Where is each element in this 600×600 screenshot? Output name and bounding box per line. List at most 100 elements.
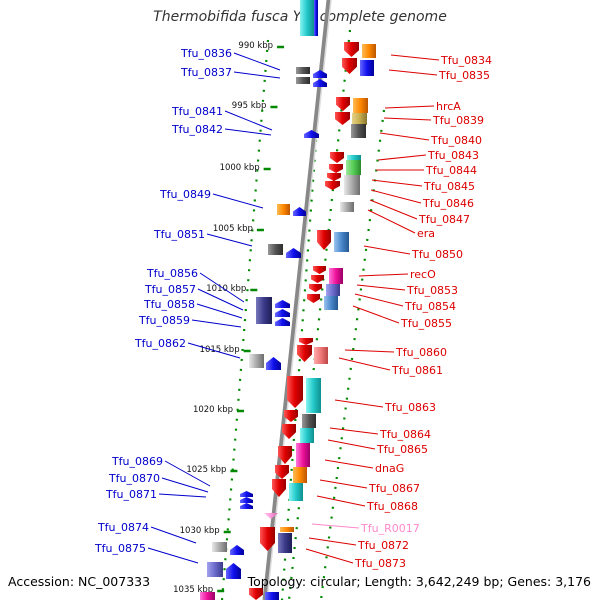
gene-label-tfu-0855: Tfu_0855 xyxy=(400,317,452,330)
gene-bar xyxy=(306,378,321,413)
gene-bar xyxy=(344,175,360,195)
kbp-tick-label: 1035 kbp xyxy=(173,585,213,595)
gene-label-tfu-0849: Tfu_0849 xyxy=(159,188,211,201)
gene-label-tfu-0846: Tfu_0846 xyxy=(422,197,474,210)
forward-gene-arrow xyxy=(272,479,286,497)
gene-label-tfu-0873: Tfu_0873 xyxy=(354,557,406,570)
label-leader-line xyxy=(327,439,376,450)
gene-label-tfu-0834: Tfu_0834 xyxy=(440,54,492,67)
forward-gene-arrow xyxy=(309,284,322,292)
gene-label-tfu-0844: Tfu_0844 xyxy=(425,164,477,177)
kbp-tick-label: 990 kbp xyxy=(238,41,273,51)
reverse-gene-arrow xyxy=(240,497,253,503)
gene-label-tfu-0841: Tfu_0841 xyxy=(171,105,223,118)
gene-bar xyxy=(302,414,316,428)
forward-gene-arrow xyxy=(329,164,343,173)
kbp-tick-label: 1000 kbp xyxy=(220,163,260,173)
reverse-gene-arrow xyxy=(275,309,290,317)
label-leader-line xyxy=(224,128,272,136)
label-leader-line xyxy=(191,319,242,328)
gene-label-tfu-0870: Tfu_0870 xyxy=(108,472,160,485)
forward-gene-arrow xyxy=(336,97,350,111)
reverse-gene-labels: Tfu_0836 Tfu_0837 Tfu_0841 Tfu_0842 Tfu_0849… xyxy=(94,47,281,564)
gene-bar xyxy=(296,77,310,84)
label-leader-line xyxy=(319,479,368,489)
label-leader-line xyxy=(377,154,427,161)
kbp-tick-label: 1025 kbp xyxy=(186,465,226,475)
forward-gene-arrow xyxy=(327,173,341,181)
gene-label-tfu-0842: Tfu_0842 xyxy=(171,123,223,136)
gene-bar xyxy=(296,67,310,74)
gene-bar xyxy=(352,113,367,125)
gene-bar xyxy=(362,44,376,58)
forward-gene-arrow xyxy=(325,181,340,190)
label-leader-line xyxy=(308,537,357,546)
kbp-tick-label: 1030 kbp xyxy=(180,526,220,536)
gene-bar xyxy=(212,542,227,552)
forward-gene-arrow xyxy=(317,230,331,250)
kbp-tick-label: 1010 kbp xyxy=(206,284,246,294)
reverse-gene-arrow xyxy=(304,130,319,138)
gene-label-tfu-0863: Tfu_0863 xyxy=(384,401,436,414)
reverse-gene-arrow xyxy=(226,563,241,579)
label-leader-line xyxy=(224,110,273,131)
gene-label-tfu-0869: Tfu_0869 xyxy=(111,455,163,468)
forward-gene-arrow xyxy=(284,410,298,422)
gene-bar xyxy=(324,296,338,310)
label-leader-line xyxy=(161,477,209,493)
gene-label-tfu-0856: Tfu_0856 xyxy=(146,267,198,280)
label-leader-line xyxy=(197,288,244,311)
gene-bar xyxy=(347,155,361,160)
gene-label-reco: recO xyxy=(410,268,436,281)
label-leader-line xyxy=(196,303,243,319)
gene-label-tfu-0840: Tfu_0840 xyxy=(430,134,482,147)
forward-gene-arrow xyxy=(311,275,324,283)
topology-label: Topology: circular; Length: 3,642,249 bp… xyxy=(247,574,591,589)
reverse-gene-arrow xyxy=(275,318,290,326)
label-leader-line xyxy=(212,193,264,209)
label-leader-line xyxy=(367,209,416,234)
gene-label-tfu-0851: Tfu_0851 xyxy=(153,228,205,241)
gene-label-tfu-0865: Tfu_0865 xyxy=(376,443,428,456)
reverse-gene-arrow xyxy=(230,545,244,555)
gene-bar xyxy=(314,0,318,36)
label-leader-line xyxy=(233,71,281,79)
gene-bar xyxy=(340,202,354,212)
gene-label-tfu-r0017: Tfu_R0017 xyxy=(360,522,420,535)
label-leader-line xyxy=(379,132,430,141)
forward-gene-arrow xyxy=(335,112,350,125)
gene-label-tfu-0836: Tfu_0836 xyxy=(180,47,232,60)
label-leader-line xyxy=(233,52,281,71)
tick-track-1 xyxy=(220,39,270,600)
reverse-gene-arrow xyxy=(275,300,290,308)
gene-label-tfu-0837: Tfu_0837 xyxy=(180,66,232,79)
kbp-tick-label: 995 kbp xyxy=(232,101,267,111)
gene-label-tfu-0839: Tfu_0839 xyxy=(432,114,484,127)
label-leader-line xyxy=(390,54,440,61)
gene-label-tfu-0843: Tfu_0843 xyxy=(427,149,479,162)
label-leader-line xyxy=(384,105,435,109)
forward-gene-arrow xyxy=(287,376,303,408)
label-leader-line xyxy=(358,273,409,277)
gene-label-tfu-0868: Tfu_0868 xyxy=(366,500,418,513)
gene-bar xyxy=(268,244,283,255)
forward-gene-arrow xyxy=(344,42,359,57)
reverse-gene-arrow xyxy=(240,491,253,497)
gene-label-tfu-0864: Tfu_0864 xyxy=(379,428,431,441)
forward-gene-arrow xyxy=(313,266,326,274)
kbp-tick-label: 1020 kbp xyxy=(193,405,233,415)
gene-label-tfu-0845: Tfu_0845 xyxy=(423,180,475,193)
forward-gene-arrow xyxy=(282,424,296,439)
kbp-tick-label: 1005 kbp xyxy=(213,224,253,234)
label-leader-line xyxy=(371,179,423,187)
forward-gene-arrow xyxy=(260,527,275,551)
label-leader-line xyxy=(338,357,391,371)
gene-label-tfu-0853: Tfu_0853 xyxy=(406,284,458,297)
gene-bar xyxy=(265,592,279,600)
forward-gene-arrow xyxy=(307,294,320,303)
gene-bar xyxy=(334,232,349,252)
gene-bar xyxy=(300,428,314,443)
gene-label-tfu-0858: Tfu_0858 xyxy=(143,298,195,311)
